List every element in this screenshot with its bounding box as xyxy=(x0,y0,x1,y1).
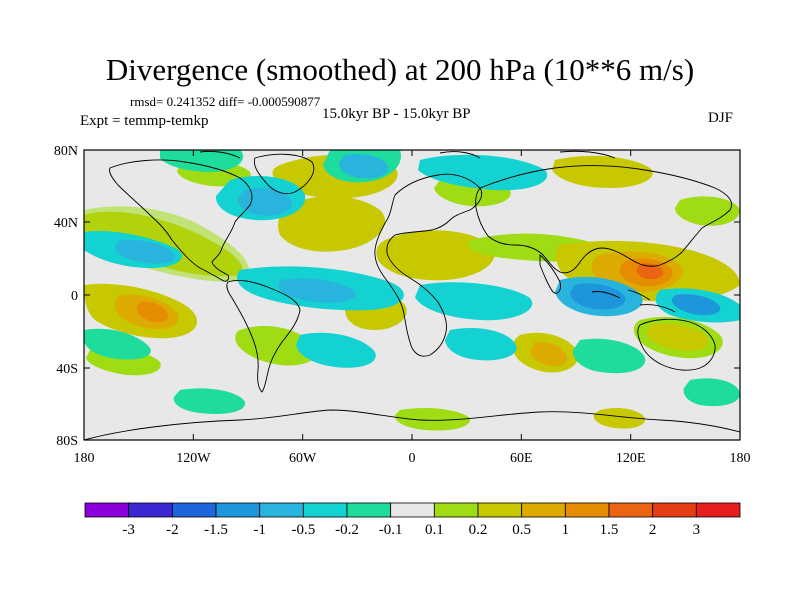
lon-tick-label: 0 xyxy=(409,451,416,466)
positive-region xyxy=(394,407,471,431)
positive-region xyxy=(646,323,709,351)
colorbar-swatch xyxy=(128,502,173,518)
lon-tick-label: 60E xyxy=(510,451,533,466)
colorbar-swatch xyxy=(171,502,217,518)
indonesia-coast xyxy=(591,289,676,313)
lon-tick-label: 120W xyxy=(176,451,211,466)
colorbar-swatch xyxy=(695,502,741,518)
positive-region xyxy=(235,325,318,366)
positive-region xyxy=(278,195,386,252)
colorbar-swatch xyxy=(433,502,479,518)
lat-tick-label: 40N xyxy=(54,216,78,231)
colorbar-swatch xyxy=(521,502,566,518)
negative-region xyxy=(570,283,626,310)
colorbar-label: -1.5 xyxy=(204,522,228,538)
colorbar-swatch xyxy=(564,502,610,518)
south-america-coast xyxy=(226,279,301,393)
colorbar-label: -2 xyxy=(166,522,179,538)
colorbar-label: -0.2 xyxy=(335,522,359,538)
lon-tick-label: 180 xyxy=(730,451,751,466)
greenland-coast xyxy=(253,153,315,195)
latitude-axis: 80N 40N 0 40S 80S xyxy=(54,144,740,449)
positive-region xyxy=(593,407,646,429)
colorbar-label: -1 xyxy=(253,522,266,538)
positive-region xyxy=(376,230,495,281)
negative-region xyxy=(418,154,548,191)
negative-region xyxy=(296,332,376,368)
positive-region xyxy=(84,206,250,282)
negative-region xyxy=(278,278,356,303)
colorbar-swatch xyxy=(477,502,523,518)
australia-coast xyxy=(637,318,716,371)
india-coast xyxy=(539,254,561,294)
colorbar-swatch xyxy=(608,502,654,518)
positive-region xyxy=(552,155,653,188)
colorbar-swatch xyxy=(302,502,348,518)
north-america-coast xyxy=(109,159,253,282)
europe-africa-coast xyxy=(374,173,483,357)
colorbar-label: 3 xyxy=(693,522,701,538)
colorbar-swatch xyxy=(346,502,392,518)
colorbar-label: -0.5 xyxy=(291,522,315,538)
negative-region xyxy=(683,378,740,407)
colorbar-label: -3 xyxy=(122,522,135,538)
colorbar-label: -0.1 xyxy=(379,522,403,538)
chart-title: Divergence (smoothed) at 200 hPa (10**6 … xyxy=(105,52,695,87)
negative-region xyxy=(160,150,244,172)
positive-region xyxy=(136,301,169,323)
colorbar-label: 1 xyxy=(562,522,570,538)
period-text: 15.0kyr BP - 15.0kyr BP xyxy=(322,106,471,122)
asia-coast xyxy=(475,165,733,274)
colorbar-swatch xyxy=(390,502,435,518)
colorbar-swatch xyxy=(84,502,130,518)
colorbar-label: 0.5 xyxy=(512,522,531,538)
lat-tick-label: 80S xyxy=(56,434,78,449)
colorbar-label: 2 xyxy=(649,522,657,538)
lat-tick-label: 0 xyxy=(71,289,78,304)
colorbar-label: 0.2 xyxy=(469,522,488,538)
lat-tick-label: 40S xyxy=(56,362,78,377)
positive-region xyxy=(530,341,568,367)
negative-region xyxy=(237,187,293,216)
colorbar-swatch xyxy=(215,502,261,518)
antarctica-coast xyxy=(84,409,740,440)
colorbar-swatch xyxy=(259,502,304,518)
lon-tick-label: 180 xyxy=(74,451,95,466)
colorbar-swatch xyxy=(652,502,697,518)
colorbar: -3 -2 -1.5 -1 -0.5 -0.2 -0.1 0.1 0.2 0.5 1 1.5 2 3 xyxy=(84,502,741,538)
negative-region xyxy=(173,388,246,414)
lon-tick-label: 60W xyxy=(289,451,317,466)
negative-region xyxy=(114,239,176,264)
negative-region xyxy=(84,328,151,360)
positive-region xyxy=(675,196,740,226)
arctic-islands-coast xyxy=(199,150,616,159)
negative-region xyxy=(671,294,721,316)
season-text: DJF xyxy=(708,110,734,126)
stats-text: rmsd= 0.241352 diff= -0.000590877 xyxy=(130,94,321,109)
negative-region xyxy=(572,338,646,374)
longitude-axis: 180 120W 60W 0 60E 120E 180 xyxy=(74,150,751,466)
negative-region xyxy=(338,154,389,179)
colorbar-label: 1.5 xyxy=(600,522,619,538)
colorbar-label: 0.1 xyxy=(425,522,444,538)
experiment-text: Expt = temmp-temkp xyxy=(80,113,209,129)
negative-region xyxy=(445,327,517,361)
lat-tick-label: 80N xyxy=(54,144,78,159)
lon-tick-label: 120E xyxy=(616,451,646,466)
coastlines xyxy=(84,150,740,440)
positive-region xyxy=(636,263,664,280)
negative-region xyxy=(415,282,533,321)
